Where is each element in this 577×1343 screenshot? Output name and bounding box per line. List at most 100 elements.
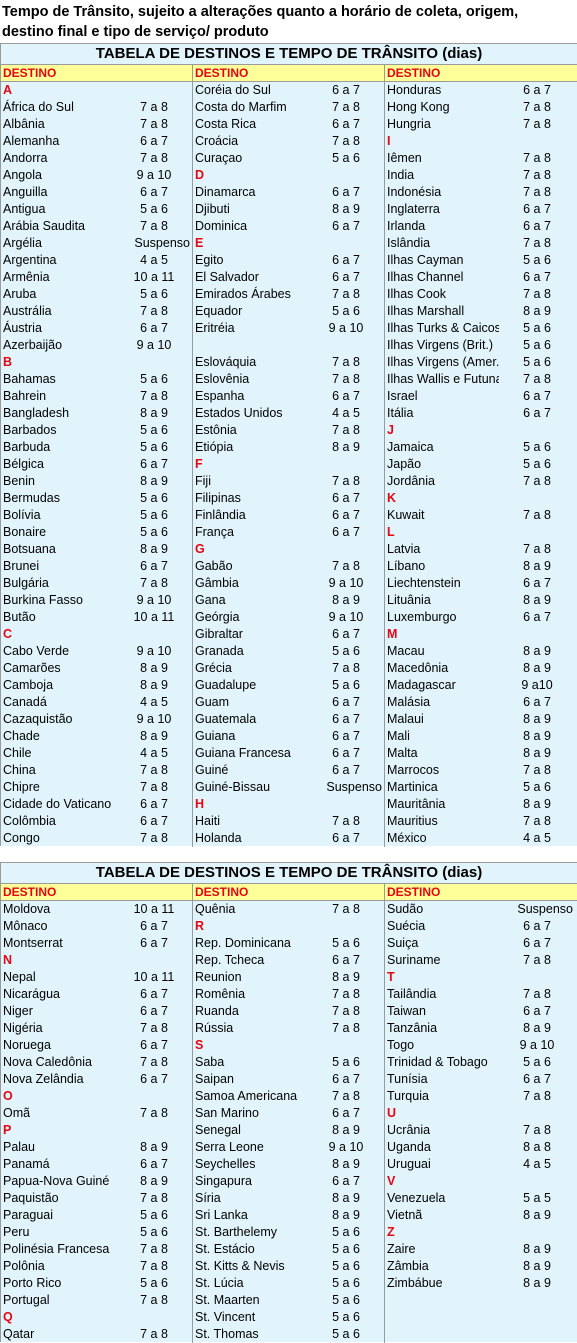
transit-days: 6 a 7 bbox=[140, 919, 168, 933]
transit-table-1: TABELA DE DESTINOS E TEMPO DE TRÂNSITO (… bbox=[0, 43, 577, 847]
transit-days: 7 a 8 bbox=[332, 814, 360, 828]
table-row: Niger 6 a 7 bbox=[1, 1003, 192, 1020]
transit-days: 6 a 7 bbox=[523, 1004, 551, 1018]
letter-heading: H bbox=[193, 796, 384, 813]
destination-name: Costa do Marfim bbox=[195, 100, 287, 114]
letter-label: P bbox=[3, 1123, 12, 1137]
transit-days: 8 a 9 bbox=[332, 440, 360, 454]
table-row: Ruanda 7 a 8 bbox=[193, 1003, 384, 1020]
transit-days: 8 a 9 bbox=[332, 1191, 360, 1205]
destination-name: Ruanda bbox=[195, 1004, 239, 1018]
destination-name: Bermudas bbox=[3, 491, 60, 505]
transit-days: 7 a 8 bbox=[140, 576, 168, 590]
table-row: Hungria 7 a 8 bbox=[385, 116, 575, 133]
transit-days: 6 a 7 bbox=[140, 936, 168, 950]
destination-name: Honduras bbox=[387, 83, 442, 97]
destination-name: Gana bbox=[195, 593, 226, 607]
letter-label: K bbox=[387, 491, 397, 505]
table-row: Samoa Americana 7 a 8 bbox=[193, 1088, 384, 1105]
destination-name: Malta bbox=[387, 746, 418, 760]
table-row: Tanzânia 8 a 9 bbox=[385, 1020, 575, 1037]
transit-days bbox=[308, 337, 384, 354]
transit-days: 8 a 9 bbox=[332, 1208, 360, 1222]
table-row: Bonaire 5 a 6 bbox=[1, 524, 192, 541]
destination-name: Trinidad & Tobago bbox=[387, 1055, 488, 1069]
table-row: Rep. Tcheca 6 a 7 bbox=[193, 952, 384, 969]
transit-days: 5 a 6 bbox=[332, 1327, 360, 1341]
destination-name: Chile bbox=[3, 746, 32, 760]
destination-name: Peru bbox=[3, 1225, 30, 1239]
table-row: Bolívia 5 a 6 bbox=[1, 507, 192, 524]
table-row: Argélia Suspenso bbox=[1, 235, 192, 252]
destination-name: Dinamarca bbox=[195, 185, 256, 199]
destination-name: Chipre bbox=[3, 780, 40, 794]
destination-name: Chade bbox=[3, 729, 40, 743]
destination-column: Quênia 7 a 8 R Rep. Dominicana 5 a 6 Rep. Tch… bbox=[193, 901, 385, 1343]
destination-name: Saba bbox=[195, 1055, 225, 1069]
transit-days: 7 a 8 bbox=[523, 236, 551, 250]
table-row: Quênia 7 a 8 bbox=[193, 901, 384, 918]
letter-heading: T bbox=[385, 969, 575, 986]
table-row: Honduras 6 a 7 bbox=[385, 82, 575, 99]
transit-days: 7 a 8 bbox=[523, 117, 551, 131]
table-row: Geórgia 9 a 10 bbox=[193, 609, 384, 626]
transit-days: 6 a 7 bbox=[140, 559, 168, 573]
transit-days: 4 a 5 bbox=[523, 1157, 551, 1171]
transit-days: 6 a 7 bbox=[140, 814, 168, 828]
destination-name: México bbox=[387, 831, 427, 845]
table-row: Dominica 6 a 7 bbox=[193, 218, 384, 235]
destination-name: Gabão bbox=[195, 559, 233, 573]
table-row: Antigua 5 a 6 bbox=[1, 201, 192, 218]
table-row: Ilhas Turks & Caicos 5 a 6 bbox=[385, 320, 575, 337]
destination-name: Ilhas Turks & Caicos bbox=[387, 321, 499, 335]
destination-name: Taiwan bbox=[387, 1004, 426, 1018]
table-header: DESTINO DESTINO DESTINO bbox=[1, 64, 577, 82]
transit-days: 7 a 8 bbox=[140, 763, 168, 777]
table-row: Ilhas Marshall 8 a 9 bbox=[385, 303, 575, 320]
table-row: Bulgária 7 a 8 bbox=[1, 575, 192, 592]
destination-name: Estônia bbox=[195, 423, 237, 437]
table-row: Uganda 8 a 8 bbox=[385, 1139, 575, 1156]
destination-name: Turquia bbox=[387, 1089, 429, 1103]
destination-name: Colômbia bbox=[3, 814, 56, 828]
transit-days: 6 a 7 bbox=[523, 576, 551, 590]
destination-name: Nicarágua bbox=[3, 987, 60, 1001]
letter-label: R bbox=[195, 919, 205, 933]
table-row: Liechtenstein 6 a 7 bbox=[385, 575, 575, 592]
table-row: Colômbia 6 a 7 bbox=[1, 813, 192, 830]
letter-label: D bbox=[195, 168, 205, 182]
table-row: Etiópia 8 a 9 bbox=[193, 439, 384, 456]
destination-name: Cazaquistão bbox=[3, 712, 73, 726]
transit-days: 6 a 7 bbox=[332, 253, 360, 267]
transit-days: 4 a 5 bbox=[140, 253, 168, 267]
destination-name: Jordânia bbox=[387, 474, 435, 488]
table-row: Inglaterra 6 a 7 bbox=[385, 201, 575, 218]
destination-name: Barbuda bbox=[3, 440, 51, 454]
transit-days: 5 a 6 bbox=[332, 151, 360, 165]
destination-name: Bangladesh bbox=[3, 406, 70, 420]
transit-days: 7 a 8 bbox=[523, 1089, 551, 1103]
transit-days: 8 a 9 bbox=[523, 1242, 551, 1256]
transit-days: 8 a 9 bbox=[523, 559, 551, 573]
transit-days: 8 a 9 bbox=[140, 729, 168, 743]
table-row: Costa do Marfim 7 a 8 bbox=[193, 99, 384, 116]
destination-name: Costa Rica bbox=[195, 117, 257, 131]
destination-name: Bahrein bbox=[3, 389, 47, 403]
destination-name: Malaui bbox=[387, 712, 424, 726]
transit-days: 5 a 6 bbox=[332, 644, 360, 658]
table-row: Djibuti 8 a 9 bbox=[193, 201, 384, 218]
transit-days: 5 a 6 bbox=[332, 936, 360, 950]
table-row: Hong Kong 7 a 8 bbox=[385, 99, 575, 116]
transit-days: 6 a 7 bbox=[140, 1157, 168, 1171]
transit-days: 8 a 9 bbox=[523, 712, 551, 726]
table-row: Ilhas Cayman 5 a 6 bbox=[385, 252, 575, 269]
table-title: TABELA DE DESTINOS E TEMPO DE TRÂNSITO (… bbox=[1, 43, 577, 64]
transit-days: 7 a 8 bbox=[332, 134, 360, 148]
destination-name: Serra Leone bbox=[195, 1140, 264, 1154]
destination-name: St. Lúcia bbox=[195, 1276, 244, 1290]
table-row: Guiana 6 a 7 bbox=[193, 728, 384, 745]
destination-name: Guiana bbox=[195, 729, 236, 743]
transit-days: 9 a10 bbox=[521, 678, 553, 692]
destination-name: Bonaire bbox=[3, 525, 47, 539]
destination-name: Nigéria bbox=[3, 1021, 43, 1035]
